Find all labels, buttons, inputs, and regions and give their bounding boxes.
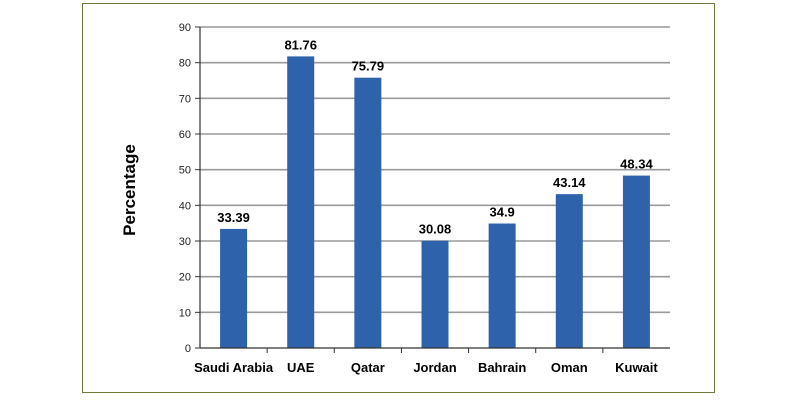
data-label: 48.34 <box>620 157 653 172</box>
bars <box>220 56 650 348</box>
data-labels: 33.39 81.76 75.79 30.08 34.9 43.14 48.34 <box>217 37 653 236</box>
category-label: Jordan <box>413 360 456 375</box>
gridlines <box>200 26 670 314</box>
category-label: Kuwait <box>615 360 658 375</box>
bar <box>287 56 315 348</box>
category-label: Qatar <box>351 360 385 375</box>
y-axis-title: Percentage <box>120 144 139 236</box>
y-tick-label: 50 <box>179 165 191 177</box>
bar <box>354 77 382 348</box>
y-tick-label: 30 <box>179 236 191 248</box>
y-tick-label: 80 <box>179 58 191 70</box>
y-tick-label: 20 <box>179 272 191 284</box>
bar <box>555 194 583 348</box>
bar <box>220 228 248 348</box>
category-label: Saudi Arabia <box>194 360 274 375</box>
data-label: 33.39 <box>217 210 250 225</box>
data-label: 34.9 <box>489 205 514 220</box>
y-tick-label: 70 <box>179 93 191 105</box>
data-label: 75.79 <box>352 59 385 74</box>
chart-frame <box>82 3 715 393</box>
category-label: UAE <box>287 360 315 375</box>
y-tick-label: 60 <box>179 129 191 141</box>
y-axis-ticks: 0 10 20 30 40 50 60 70 80 90 <box>179 22 200 355</box>
y-tick-label: 0 <box>185 343 191 355</box>
bar <box>488 223 516 348</box>
y-tick-label: 10 <box>179 307 191 319</box>
bar <box>622 175 650 348</box>
category-label: Bahrain <box>478 360 526 375</box>
data-label: 81.76 <box>284 37 317 52</box>
bar <box>421 240 449 348</box>
y-tick-label: 90 <box>179 22 191 34</box>
data-label: 30.08 <box>419 222 452 237</box>
data-label: 43.14 <box>553 175 586 190</box>
x-axis-categories: Saudi Arabia UAE Qatar Jordan Bahrain Oman Kuw… <box>194 348 658 375</box>
y-tick-label: 40 <box>179 200 191 212</box>
category-label: Oman <box>551 360 588 375</box>
